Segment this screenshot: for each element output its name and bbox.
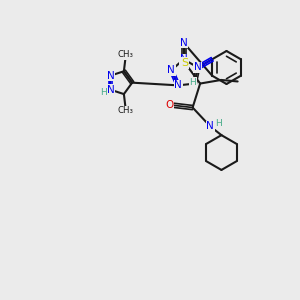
Text: N: N (174, 80, 182, 90)
Text: N: N (106, 70, 114, 81)
Text: N: N (167, 65, 175, 75)
Text: H: H (100, 88, 107, 97)
Text: CH₃: CH₃ (118, 50, 133, 59)
Text: N: N (194, 62, 202, 73)
Text: O: O (165, 100, 173, 110)
Text: CH₃: CH₃ (117, 50, 134, 59)
Text: N: N (180, 54, 188, 64)
Text: H: H (189, 77, 196, 86)
Text: N: N (106, 85, 114, 95)
Text: N: N (180, 38, 188, 48)
Text: CH₃: CH₃ (117, 106, 134, 115)
Text: N: N (206, 121, 214, 131)
Text: H: H (215, 119, 222, 128)
Text: S: S (182, 58, 189, 68)
